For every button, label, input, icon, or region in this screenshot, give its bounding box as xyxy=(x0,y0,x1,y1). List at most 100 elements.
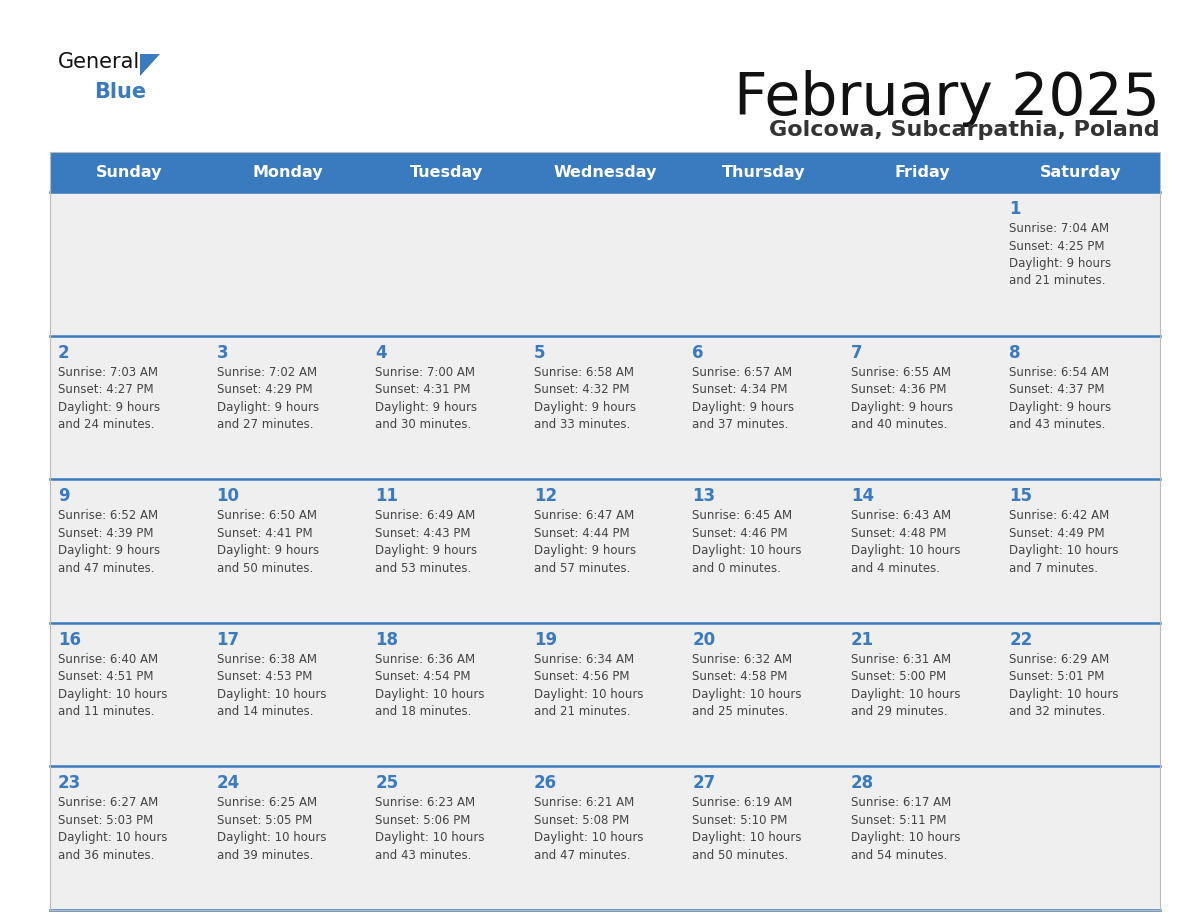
Text: and 24 minutes.: and 24 minutes. xyxy=(58,418,154,431)
Bar xyxy=(526,767,684,910)
Text: and 53 minutes.: and 53 minutes. xyxy=(375,562,472,575)
Text: Daylight: 9 hours: Daylight: 9 hours xyxy=(58,544,160,557)
Text: and 40 minutes.: and 40 minutes. xyxy=(851,418,947,431)
Text: 17: 17 xyxy=(216,631,240,649)
Text: Sunset: 4:56 PM: Sunset: 4:56 PM xyxy=(533,670,630,683)
Bar xyxy=(684,336,842,479)
Text: and 25 minutes.: and 25 minutes. xyxy=(693,705,789,718)
Text: Sunset: 4:53 PM: Sunset: 4:53 PM xyxy=(216,670,312,683)
Bar xyxy=(209,192,367,336)
Text: Sunrise: 6:50 AM: Sunrise: 6:50 AM xyxy=(216,509,316,522)
Bar xyxy=(1001,479,1159,622)
Text: and 11 minutes.: and 11 minutes. xyxy=(58,705,154,718)
Bar xyxy=(842,622,1001,767)
Bar xyxy=(50,767,209,910)
Text: Monday: Monday xyxy=(253,164,323,180)
Text: 27: 27 xyxy=(693,775,715,792)
Text: 23: 23 xyxy=(58,775,81,792)
Text: 18: 18 xyxy=(375,631,398,649)
Text: Daylight: 10 hours: Daylight: 10 hours xyxy=(58,832,168,845)
Text: 3: 3 xyxy=(216,343,228,362)
Text: Sunset: 4:27 PM: Sunset: 4:27 PM xyxy=(58,383,153,396)
Text: Sunset: 5:10 PM: Sunset: 5:10 PM xyxy=(693,814,788,827)
Text: Daylight: 10 hours: Daylight: 10 hours xyxy=(375,688,485,700)
Text: and 18 minutes.: and 18 minutes. xyxy=(375,705,472,718)
Text: Daylight: 9 hours: Daylight: 9 hours xyxy=(216,544,318,557)
Text: Daylight: 10 hours: Daylight: 10 hours xyxy=(1010,544,1119,557)
Text: 21: 21 xyxy=(851,631,874,649)
Text: 2: 2 xyxy=(58,343,70,362)
Text: Daylight: 10 hours: Daylight: 10 hours xyxy=(533,688,643,700)
Text: Daylight: 9 hours: Daylight: 9 hours xyxy=(693,400,795,414)
Text: Sunrise: 6:19 AM: Sunrise: 6:19 AM xyxy=(693,797,792,810)
Text: Sunrise: 6:38 AM: Sunrise: 6:38 AM xyxy=(216,653,316,666)
Text: Sunrise: 6:40 AM: Sunrise: 6:40 AM xyxy=(58,653,158,666)
Text: 6: 6 xyxy=(693,343,703,362)
Text: Daylight: 10 hours: Daylight: 10 hours xyxy=(533,832,643,845)
Text: Sunset: 4:34 PM: Sunset: 4:34 PM xyxy=(693,383,788,396)
Text: 1: 1 xyxy=(1010,200,1020,218)
Text: Sunset: 4:36 PM: Sunset: 4:36 PM xyxy=(851,383,947,396)
Text: Sunset: 4:44 PM: Sunset: 4:44 PM xyxy=(533,527,630,540)
Text: 14: 14 xyxy=(851,487,874,505)
Text: and 33 minutes.: and 33 minutes. xyxy=(533,418,630,431)
Bar xyxy=(209,479,367,622)
Text: Daylight: 10 hours: Daylight: 10 hours xyxy=(375,832,485,845)
Text: Sunset: 5:03 PM: Sunset: 5:03 PM xyxy=(58,814,153,827)
Text: Sunset: 4:31 PM: Sunset: 4:31 PM xyxy=(375,383,470,396)
Text: 15: 15 xyxy=(1010,487,1032,505)
Text: 4: 4 xyxy=(375,343,387,362)
Text: 19: 19 xyxy=(533,631,557,649)
Text: Sunset: 4:48 PM: Sunset: 4:48 PM xyxy=(851,527,947,540)
Text: Daylight: 10 hours: Daylight: 10 hours xyxy=(693,688,802,700)
Bar xyxy=(50,152,1159,192)
Text: Tuesday: Tuesday xyxy=(410,164,484,180)
Bar xyxy=(50,336,209,479)
Text: Sunrise: 6:23 AM: Sunrise: 6:23 AM xyxy=(375,797,475,810)
Text: and 36 minutes.: and 36 minutes. xyxy=(58,849,154,862)
Text: 7: 7 xyxy=(851,343,862,362)
Text: Sunrise: 6:34 AM: Sunrise: 6:34 AM xyxy=(533,653,634,666)
Text: 13: 13 xyxy=(693,487,715,505)
Text: Sunrise: 6:43 AM: Sunrise: 6:43 AM xyxy=(851,509,950,522)
Text: February 2025: February 2025 xyxy=(734,70,1159,127)
Text: Daylight: 10 hours: Daylight: 10 hours xyxy=(58,688,168,700)
Text: Daylight: 9 hours: Daylight: 9 hours xyxy=(375,544,478,557)
Text: and 30 minutes.: and 30 minutes. xyxy=(375,418,472,431)
Bar xyxy=(1001,622,1159,767)
Bar xyxy=(526,192,684,336)
Text: Sunrise: 6:36 AM: Sunrise: 6:36 AM xyxy=(375,653,475,666)
Text: and 0 minutes.: and 0 minutes. xyxy=(693,562,782,575)
Bar xyxy=(367,192,526,336)
Text: Sunset: 4:49 PM: Sunset: 4:49 PM xyxy=(1010,527,1105,540)
Bar xyxy=(842,479,1001,622)
Bar xyxy=(684,767,842,910)
Text: 24: 24 xyxy=(216,775,240,792)
Text: Sunset: 4:37 PM: Sunset: 4:37 PM xyxy=(1010,383,1105,396)
Text: Sunrise: 6:58 AM: Sunrise: 6:58 AM xyxy=(533,365,633,378)
Text: Daylight: 10 hours: Daylight: 10 hours xyxy=(216,688,326,700)
Text: Wednesday: Wednesday xyxy=(554,164,657,180)
Bar xyxy=(209,767,367,910)
Text: Sunrise: 6:32 AM: Sunrise: 6:32 AM xyxy=(693,653,792,666)
Text: 22: 22 xyxy=(1010,631,1032,649)
Text: Sunset: 4:25 PM: Sunset: 4:25 PM xyxy=(1010,240,1105,252)
Bar xyxy=(209,622,367,767)
Text: Blue: Blue xyxy=(94,82,146,102)
Text: 28: 28 xyxy=(851,775,874,792)
Text: Sunrise: 6:29 AM: Sunrise: 6:29 AM xyxy=(1010,653,1110,666)
Text: Sunset: 4:43 PM: Sunset: 4:43 PM xyxy=(375,527,470,540)
Text: Daylight: 9 hours: Daylight: 9 hours xyxy=(58,400,160,414)
Text: Sunrise: 7:02 AM: Sunrise: 7:02 AM xyxy=(216,365,317,378)
Text: and 54 minutes.: and 54 minutes. xyxy=(851,849,947,862)
Bar xyxy=(367,479,526,622)
Text: Sunrise: 6:47 AM: Sunrise: 6:47 AM xyxy=(533,509,634,522)
Text: 11: 11 xyxy=(375,487,398,505)
Bar xyxy=(526,622,684,767)
Text: Daylight: 9 hours: Daylight: 9 hours xyxy=(1010,400,1112,414)
Bar xyxy=(526,479,684,622)
Text: and 32 minutes.: and 32 minutes. xyxy=(1010,705,1106,718)
Text: and 47 minutes.: and 47 minutes. xyxy=(58,562,154,575)
Bar xyxy=(50,152,1159,910)
Text: Sunrise: 6:31 AM: Sunrise: 6:31 AM xyxy=(851,653,950,666)
